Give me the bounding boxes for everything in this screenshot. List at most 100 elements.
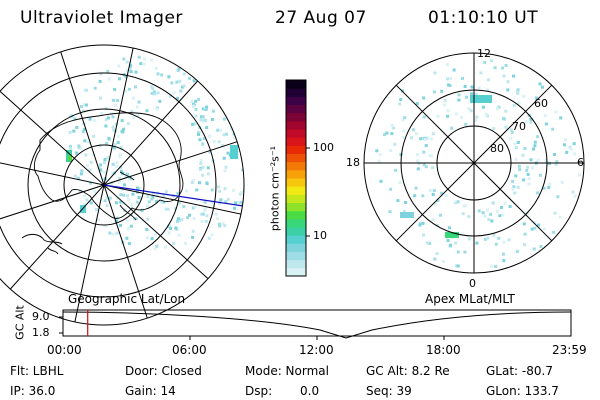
- aurora-pixel: [188, 76, 192, 80]
- aurora-pixel: [115, 231, 119, 235]
- aurora-pixel: [573, 194, 577, 198]
- aurora-pixel: [101, 178, 105, 182]
- aurora-pixel: [128, 66, 132, 70]
- aurora-pixel: [532, 147, 535, 151]
- aurora-pixel: [89, 160, 93, 164]
- aurora-pixel: [222, 117, 226, 121]
- aurora-pixel: [450, 126, 454, 130]
- aurora-pixel: [392, 126, 396, 130]
- aurora-pixel: [230, 120, 234, 124]
- aurora-pixel: [251, 120, 254, 123]
- aurora-pixel: [200, 212, 204, 216]
- aurora-pixel: [217, 140, 221, 144]
- aurora-pixel: [104, 117, 108, 121]
- aurora-pixel: [513, 142, 517, 146]
- aurora-pixel: [201, 173, 205, 177]
- aurora-pixel: [542, 186, 546, 190]
- aurora-pixel: [105, 155, 109, 159]
- status-door: Door: Closed: [125, 364, 202, 378]
- aurora-pixel: [200, 115, 204, 119]
- aurora-pixel: [467, 215, 471, 219]
- colorbar-strip: [286, 153, 306, 163]
- aurora-pixel: [192, 79, 196, 83]
- aurora-pixel: [456, 250, 460, 254]
- aurora-pixel: [492, 127, 496, 131]
- aurora-pixel: [536, 135, 540, 139]
- aurora-pixel: [224, 200, 228, 204]
- aurora-pixel: [85, 198, 89, 202]
- aurora-pixel: [126, 172, 130, 176]
- aurora-pixel: [72, 129, 76, 133]
- aurora-pixel: [568, 145, 572, 149]
- aurora-bright-patch: [400, 212, 414, 218]
- aurora-pixel: [512, 185, 516, 189]
- aurora-pixel: [193, 74, 197, 78]
- colorbar-strip: [286, 120, 306, 130]
- orbit-altitude-plot: [59, 309, 572, 340]
- aurora-pixel: [199, 159, 203, 163]
- aurora-pixel: [68, 144, 72, 148]
- aurora-pixel: [555, 160, 559, 164]
- aurora-pixel: [531, 166, 534, 170]
- aurora-pixel: [208, 150, 212, 154]
- aurora-pixel: [77, 145, 81, 149]
- aurora-pixel: [84, 153, 88, 157]
- aurora-pixel: [501, 252, 505, 256]
- status-filter: Flt: LBHL: [10, 364, 64, 378]
- aurora-pixel: [119, 200, 123, 204]
- aurora-pixel: [150, 197, 154, 201]
- aurora-pixel: [556, 195, 560, 199]
- aurora-pixel: [167, 224, 171, 228]
- aurora-pixel: [186, 216, 190, 220]
- aurora-pixel: [132, 116, 135, 120]
- aurora-pixel: [219, 91, 223, 95]
- aurora-pixel: [151, 87, 155, 91]
- aurora-pixel: [95, 208, 98, 212]
- aurora-pixel: [205, 182, 209, 186]
- aurora-pixel: [255, 169, 258, 172]
- aurora-pixel: [198, 168, 202, 172]
- aurora-pixel: [106, 116, 110, 120]
- aurora-pixel: [554, 162, 558, 166]
- aurora-pixel: [516, 185, 520, 189]
- aurora-pixel: [73, 174, 77, 178]
- colorbar-strip: [286, 169, 306, 179]
- aurora-pixel: [241, 93, 244, 97]
- aurora-pixel: [191, 229, 195, 233]
- aurora-pixel: [433, 71, 437, 75]
- aurora-pixel: [385, 131, 389, 135]
- orbit-ytick-high: 9.0: [32, 310, 50, 323]
- aurora-pixel: [379, 179, 383, 183]
- aurora-pixel: [474, 118, 478, 122]
- aurora-pixel: [179, 89, 183, 93]
- status-glat: GLat: -80.7: [486, 364, 553, 378]
- aurora-pixel: [449, 77, 453, 80]
- aurora-pixel: [145, 109, 149, 113]
- aurora-pixel: [86, 140, 90, 144]
- colorbar-strip: [286, 186, 306, 195]
- aurora-pixel: [153, 233, 157, 237]
- aurora-pixel: [245, 127, 248, 130]
- aurora-pixel: [167, 231, 171, 235]
- status-gc-alt: GC Alt: 8.2 Re: [366, 364, 450, 378]
- aurora-pixel: [490, 219, 494, 223]
- aurora-pixel: [122, 57, 126, 61]
- aurora-pixel: [250, 177, 253, 180]
- aurora-pixel: [431, 132, 435, 136]
- aurora-pixel: [537, 223, 540, 227]
- aurora-pixel: [243, 162, 244, 166]
- colorbar-tick-10: 10: [313, 229, 327, 242]
- aurora-pixel: [516, 141, 520, 144]
- mlt-label-18: 18: [346, 156, 360, 169]
- aurora-pixel: [80, 105, 83, 108]
- aurora-pixel: [522, 178, 526, 182]
- aurora-pixel: [243, 152, 244, 156]
- aurora-pixel: [129, 224, 133, 228]
- aurora-pixel: [479, 71, 483, 75]
- aurora-pixel: [156, 72, 160, 76]
- orbit-xtick-1800: 18:00: [426, 343, 461, 357]
- aurora-pixel: [162, 200, 166, 204]
- aurora-pixel: [500, 206, 503, 209]
- aurora-pixel: [88, 117, 92, 121]
- aurora-pixel: [538, 82, 542, 86]
